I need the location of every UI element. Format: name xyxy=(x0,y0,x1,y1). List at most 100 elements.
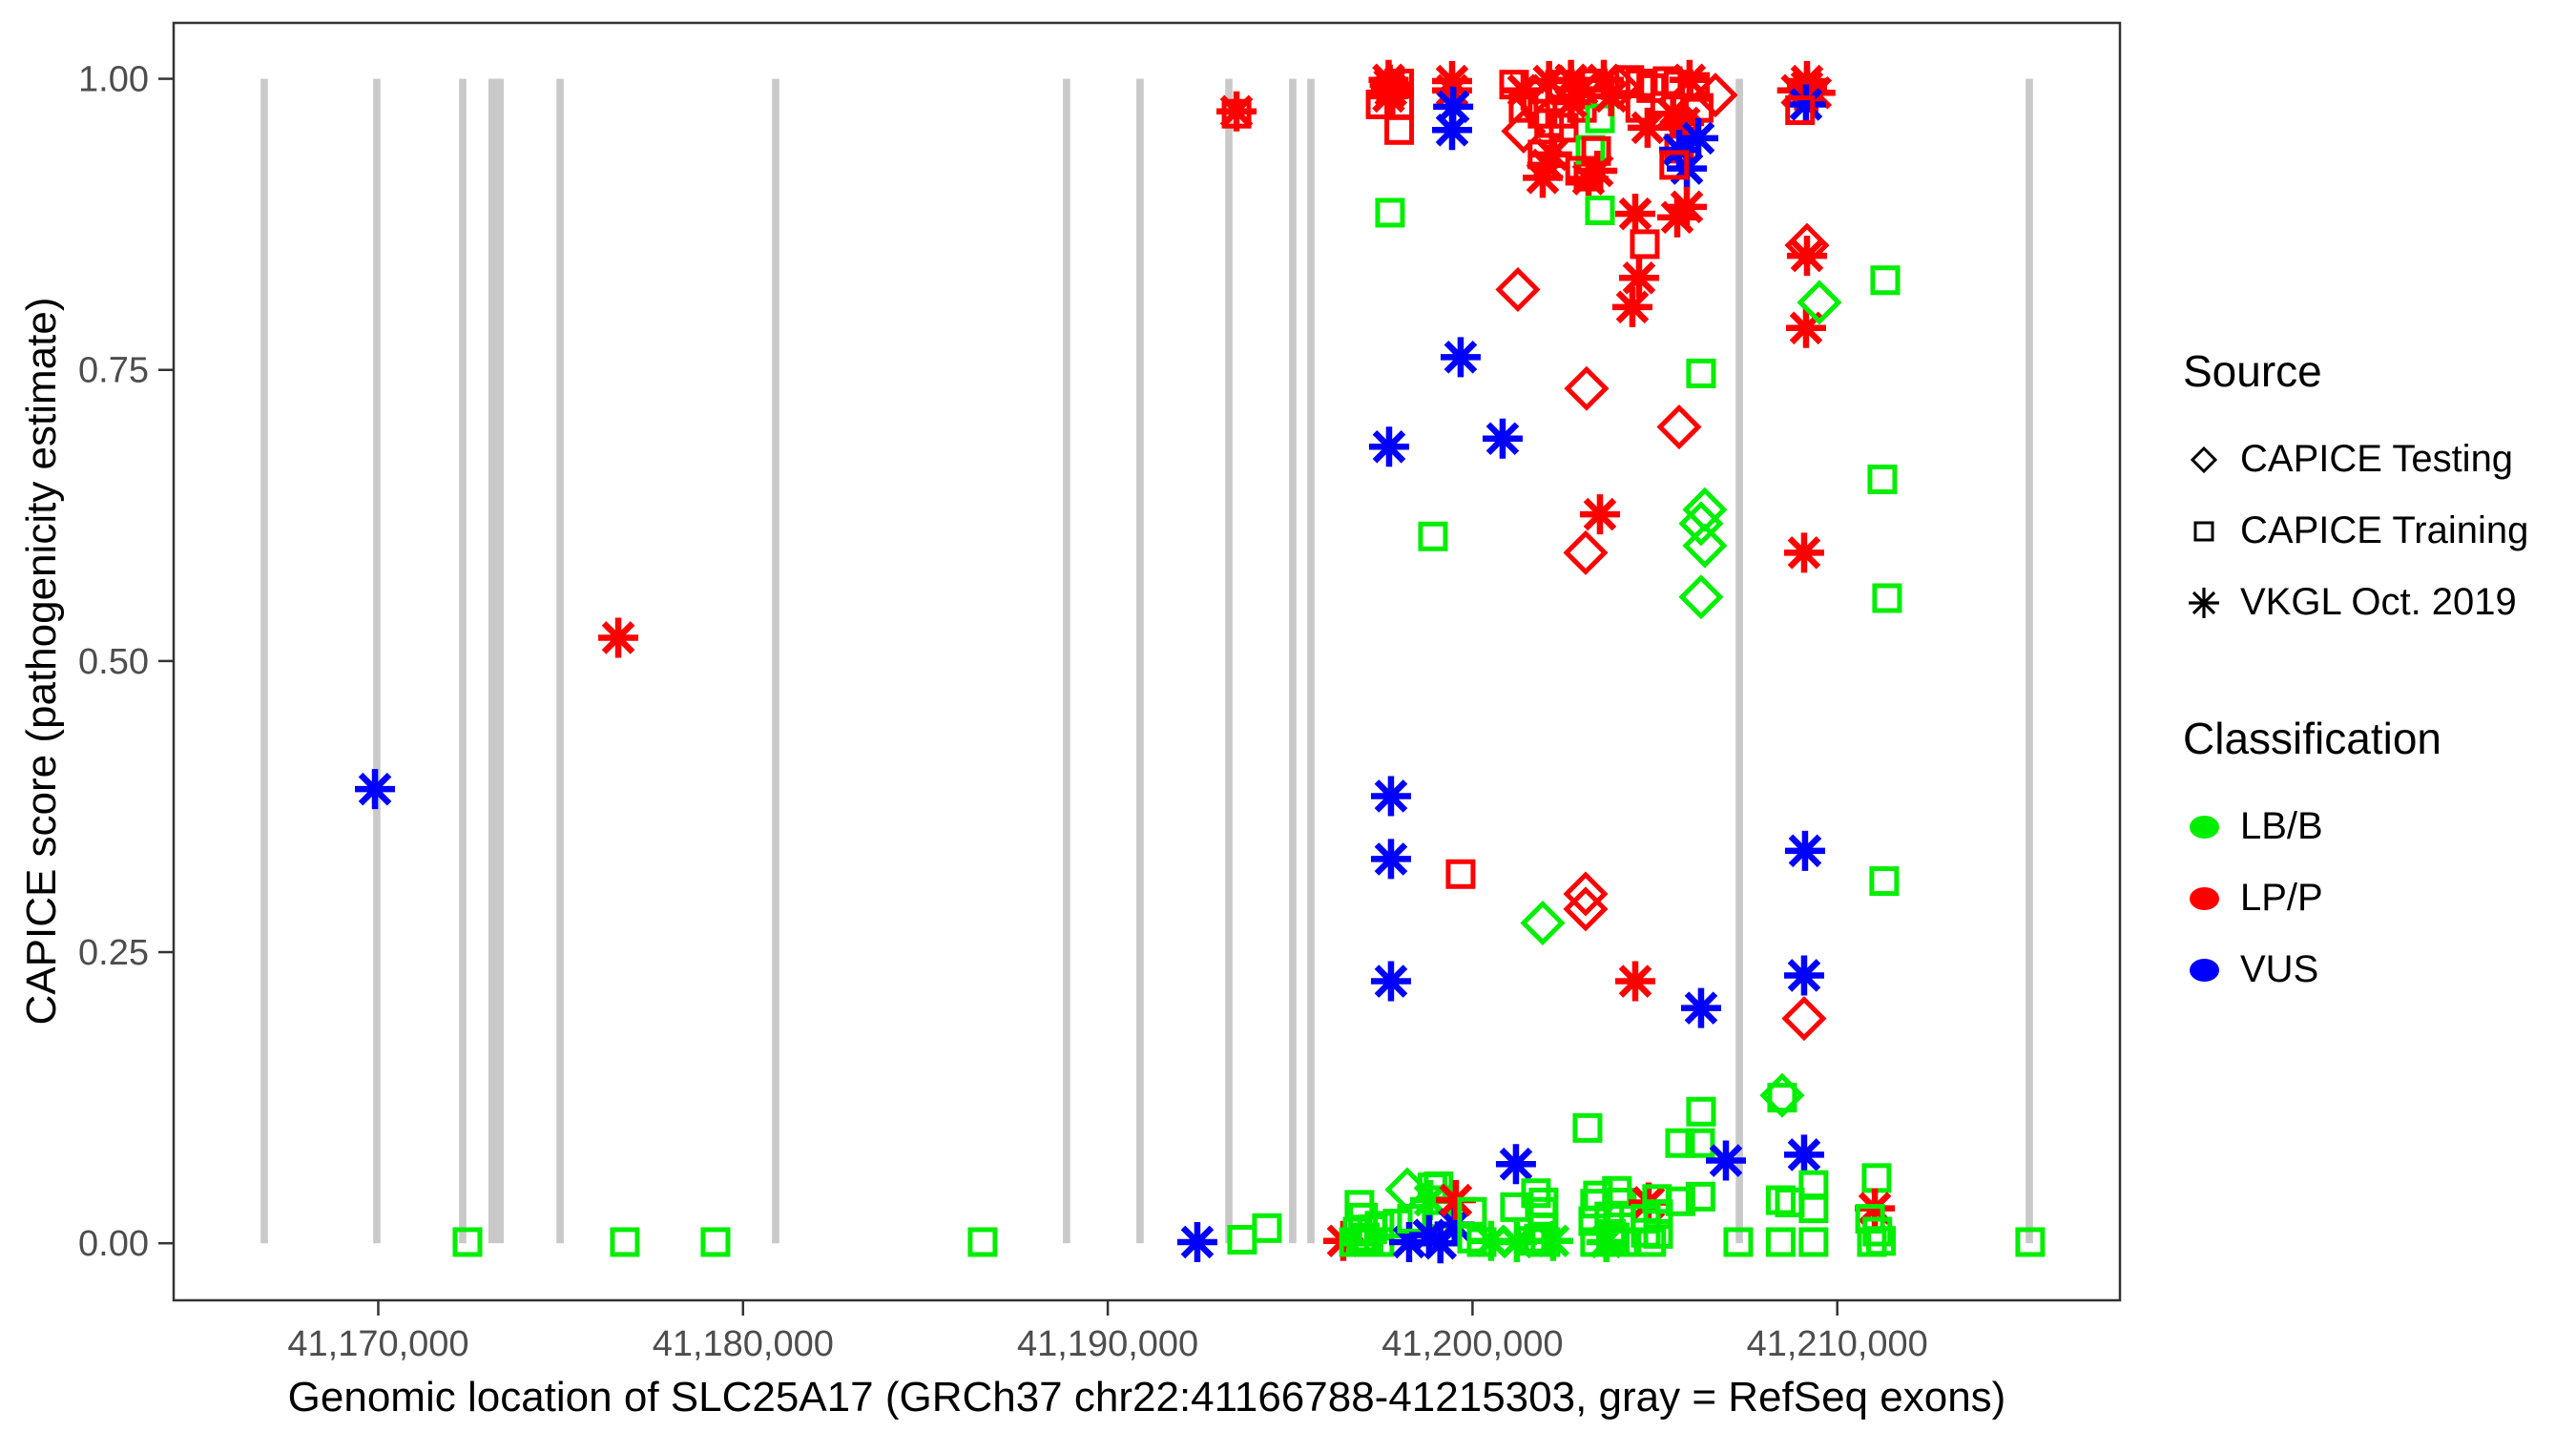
data-point xyxy=(1872,583,1902,613)
data-point xyxy=(1435,1180,1476,1221)
exon-bar xyxy=(772,78,779,1244)
data-point xyxy=(1659,130,1700,171)
data-point xyxy=(1531,134,1572,175)
data-point xyxy=(1384,68,1415,98)
data-point xyxy=(598,617,639,658)
data-point xyxy=(1482,418,1523,459)
data-point xyxy=(1685,1181,1715,1212)
exon-bar xyxy=(1225,78,1233,1244)
data-point xyxy=(452,1227,483,1257)
data-point xyxy=(1665,1128,1695,1158)
exon-bar xyxy=(260,78,268,1244)
data-point xyxy=(1678,117,1719,158)
data-point xyxy=(1563,886,1609,932)
legend-item-lpp: LP/P xyxy=(2183,862,2565,934)
exon-bar xyxy=(488,78,504,1244)
legend-item-label: CAPICE Testing xyxy=(2240,438,2514,480)
lpp-dot-icon xyxy=(2183,878,2225,920)
data-point xyxy=(1705,1140,1746,1181)
data-point xyxy=(1664,102,1705,143)
data-point xyxy=(1867,464,1898,494)
legend-spacer xyxy=(2183,638,2565,713)
legend-item-label: VKGL Oct. 2019 xyxy=(2240,581,2517,623)
legend: Source CAPICE Testing CAPICE Training xyxy=(2183,345,2565,1006)
data-point xyxy=(1508,93,1539,123)
data-point xyxy=(1388,1221,1429,1262)
data-point xyxy=(1527,1196,1558,1227)
legend-item-vus: VUS xyxy=(2183,934,2565,1006)
legend-item-label: CAPICE Training xyxy=(2240,509,2529,551)
exon-bar xyxy=(459,78,467,1244)
data-point xyxy=(1420,1223,1461,1264)
data-point xyxy=(1765,1227,1796,1257)
data-point xyxy=(1667,186,1708,227)
data-point xyxy=(1503,70,1544,111)
exon-bar xyxy=(1289,78,1297,1244)
data-point xyxy=(1784,830,1825,871)
data-point xyxy=(610,1227,640,1257)
data-point xyxy=(1869,866,1900,897)
data-point xyxy=(1521,1178,1551,1209)
data-point xyxy=(1866,1226,1897,1256)
data-point xyxy=(1797,280,1842,325)
data-point xyxy=(1572,1112,1603,1143)
data-point xyxy=(1785,307,1826,348)
data-point xyxy=(1520,900,1566,946)
y-tick-label: 0.00 xyxy=(78,1224,149,1264)
data-point xyxy=(1564,365,1610,411)
data-point xyxy=(1433,86,1474,127)
data-point xyxy=(1861,1163,1892,1193)
data-point xyxy=(1656,404,1702,450)
x-axis-title: Genomic location of SLC25A17 (GRCh37 chr… xyxy=(287,1374,2006,1421)
y-tick-label: 0.50 xyxy=(78,642,149,682)
data-point xyxy=(1445,859,1476,889)
data-point xyxy=(1767,1083,1797,1113)
asterisk-icon xyxy=(2183,582,2225,624)
data-point xyxy=(1348,1202,1379,1233)
exon-bar xyxy=(556,78,564,1244)
data-point xyxy=(1370,776,1411,817)
data-point xyxy=(1216,91,1257,132)
x-tick-label: 41,180,000 xyxy=(653,1324,834,1364)
data-point xyxy=(1682,523,1728,569)
data-point xyxy=(1431,110,1472,151)
data-point xyxy=(1523,157,1563,198)
y-tick-label: 1.00 xyxy=(78,60,149,100)
data-point xyxy=(967,1227,998,1257)
exon-bar xyxy=(1735,78,1743,1244)
data-point xyxy=(1669,59,1710,100)
data-point xyxy=(1532,1220,1573,1261)
data-point xyxy=(1577,151,1618,192)
data-point xyxy=(1783,955,1824,996)
data-point xyxy=(1176,1221,1217,1262)
data-point xyxy=(1440,337,1481,378)
data-point xyxy=(1618,258,1659,299)
data-point xyxy=(1418,521,1448,551)
exon-bar xyxy=(1136,78,1144,1244)
data-point xyxy=(1686,358,1716,388)
data-point xyxy=(1368,426,1409,467)
data-point xyxy=(1370,839,1411,880)
square-icon xyxy=(2183,510,2225,552)
y-tick-label: 0.25 xyxy=(78,933,149,973)
data-point xyxy=(1783,532,1824,573)
data-point xyxy=(1785,84,1826,125)
data-point xyxy=(1364,1211,1395,1241)
data-point xyxy=(1659,150,1690,180)
data-point xyxy=(1563,871,1609,917)
data-point xyxy=(1627,107,1668,148)
vus-dot-icon xyxy=(2183,949,2225,991)
data-point xyxy=(355,769,396,810)
data-point xyxy=(1550,82,1591,123)
x-tick-label: 41,210,000 xyxy=(1747,1324,1928,1364)
data-point xyxy=(1365,89,1396,119)
data-point xyxy=(1783,1134,1824,1175)
legend-item-label: VUS xyxy=(2240,948,2319,990)
data-point xyxy=(1630,229,1660,259)
exon-bar xyxy=(2025,78,2033,1244)
data-point xyxy=(1665,1186,1695,1216)
data-point xyxy=(1870,265,1901,296)
x-tick-label: 41,170,000 xyxy=(287,1324,468,1364)
data-point xyxy=(1470,1220,1511,1261)
